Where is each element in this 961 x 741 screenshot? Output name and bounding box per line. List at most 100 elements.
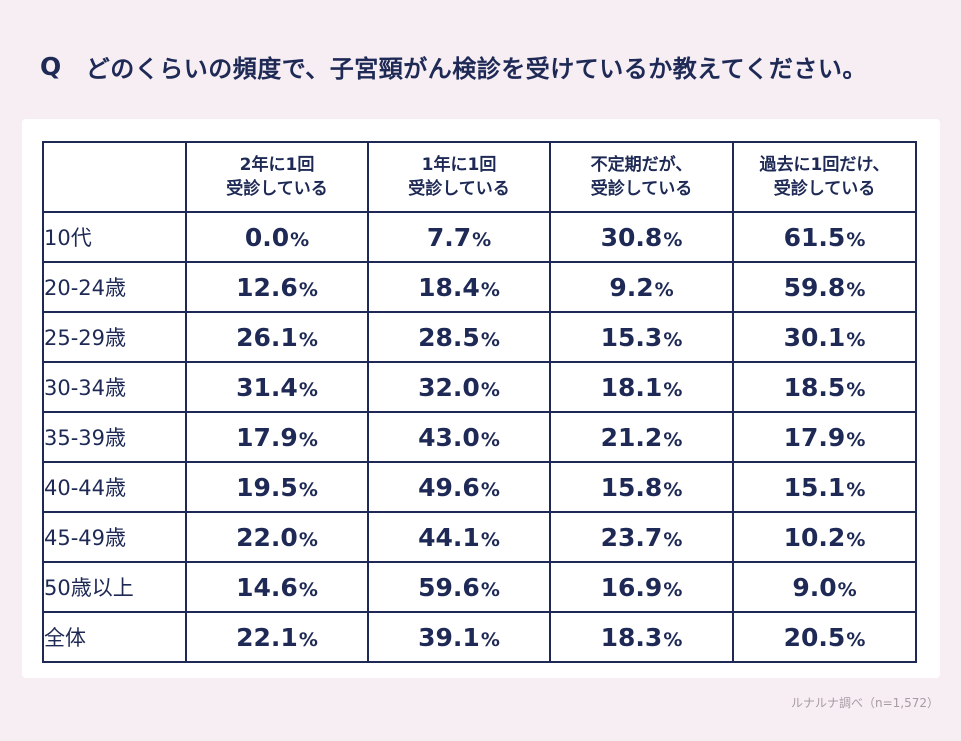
value-cell: 17.9% bbox=[185, 411, 369, 463]
value-cell: 30.8% bbox=[549, 211, 734, 263]
value-cell: 61.5% bbox=[732, 211, 917, 263]
value-number: 59.8 bbox=[783, 272, 846, 302]
table-row: 全体 22.1% 39.1% 18.3% 20.5% bbox=[42, 611, 917, 663]
percent-unit: % bbox=[480, 428, 500, 451]
value-number: 15.1 bbox=[783, 472, 846, 502]
row-label: 45-49歳 bbox=[42, 511, 187, 563]
table-row: 45-49歳 22.0% 44.1% 23.7% 10.2% bbox=[42, 511, 917, 563]
percent-unit: % bbox=[837, 578, 857, 601]
value-cell: 20.5% bbox=[732, 611, 917, 663]
percent-unit: % bbox=[480, 528, 500, 551]
value-number: 49.6 bbox=[418, 472, 480, 502]
row-label: 25-29歳 bbox=[42, 311, 187, 363]
value-number: 9.0 bbox=[792, 572, 837, 602]
value-number: 44.1 bbox=[418, 522, 480, 552]
percent-unit: % bbox=[663, 478, 683, 501]
percent-unit: % bbox=[298, 378, 318, 401]
table-row: 25-29歳 26.1% 28.5% 15.3% 30.1% bbox=[42, 311, 917, 363]
row-label: 50歳以上 bbox=[42, 561, 187, 613]
percent-unit: % bbox=[480, 578, 500, 601]
row-label: 35-39歳 bbox=[42, 411, 187, 463]
percent-unit: % bbox=[290, 228, 310, 251]
percent-unit: % bbox=[654, 278, 674, 301]
column-header-line2: 受診している bbox=[773, 179, 876, 199]
percent-unit: % bbox=[663, 578, 683, 601]
question-text: どのくらいの頻度で、子宮頸がん検診を受けているか教えてください。 bbox=[85, 54, 867, 83]
row-label: 全体 bbox=[42, 611, 187, 663]
value-number: 7.7 bbox=[426, 222, 472, 252]
column-header-line2: 受診している bbox=[408, 179, 510, 199]
percent-unit: % bbox=[846, 528, 866, 551]
value-number: 23.7 bbox=[600, 522, 663, 552]
percent-unit: % bbox=[480, 378, 500, 401]
value-cell: 14.6% bbox=[185, 561, 369, 613]
value-number: 19.5 bbox=[236, 472, 298, 502]
percent-unit: % bbox=[298, 528, 318, 551]
value-cell: 9.2% bbox=[549, 261, 734, 313]
value-cell: 10.2% bbox=[732, 511, 917, 563]
value-number: 15.3 bbox=[600, 322, 663, 352]
source-note: ルナルナ調べ（n=1,572） bbox=[790, 696, 939, 710]
value-number: 18.1 bbox=[600, 372, 663, 402]
value-cell: 12.6% bbox=[185, 261, 369, 313]
column-header-line1: 1年に1回 bbox=[421, 155, 497, 175]
percent-unit: % bbox=[846, 428, 866, 451]
value-number: 16.9 bbox=[600, 572, 663, 602]
value-cell: 18.5% bbox=[732, 361, 917, 413]
value-cell: 15.1% bbox=[732, 461, 917, 513]
value-cell: 0.0% bbox=[185, 211, 369, 263]
table-row: 30-34歳 31.4% 32.0% 18.1% 18.5% bbox=[42, 361, 917, 413]
value-number: 17.9 bbox=[783, 422, 846, 452]
percent-unit: % bbox=[846, 378, 866, 401]
value-number: 32.0 bbox=[418, 372, 480, 402]
value-cell: 19.5% bbox=[185, 461, 369, 513]
value-cell: 18.1% bbox=[549, 361, 734, 413]
percent-unit: % bbox=[663, 228, 683, 251]
value-cell: 30.1% bbox=[732, 311, 917, 363]
value-cell: 18.4% bbox=[367, 261, 551, 313]
percent-unit: % bbox=[663, 378, 683, 401]
table-row: 20-24歳 12.6% 18.4% 9.2% 59.8% bbox=[42, 261, 917, 313]
percent-unit: % bbox=[846, 328, 866, 351]
value-number: 61.5 bbox=[783, 222, 846, 252]
percent-unit: % bbox=[298, 578, 318, 601]
value-cell: 49.6% bbox=[367, 461, 551, 513]
value-number: 30.8 bbox=[600, 222, 663, 252]
row-label: 40-44歳 bbox=[42, 461, 187, 513]
table-row: 40-44歳 19.5% 49.6% 15.8% 15.1% bbox=[42, 461, 917, 513]
value-cell: 39.1% bbox=[367, 611, 551, 663]
column-header-line1: 過去に1回だけ、 bbox=[759, 155, 890, 175]
value-number: 26.1 bbox=[236, 322, 298, 352]
column-header-line1: 2年に1回 bbox=[239, 155, 315, 175]
value-number: 30.1 bbox=[783, 322, 846, 352]
value-number: 18.5 bbox=[783, 372, 846, 402]
percent-unit: % bbox=[298, 278, 318, 301]
results-table: 2年に1回 受診している 1年に1回 受診している 不定期だが、 受診している … bbox=[42, 141, 917, 663]
value-number: 28.5 bbox=[418, 322, 480, 352]
value-cell: 9.0% bbox=[732, 561, 917, 613]
value-number: 39.1 bbox=[418, 622, 480, 652]
value-cell: 15.8% bbox=[549, 461, 734, 513]
column-header: 過去に1回だけ、 受診している bbox=[732, 141, 917, 213]
column-header: 不定期だが、 受診している bbox=[549, 141, 734, 213]
value-cell: 18.3% bbox=[549, 611, 734, 663]
percent-unit: % bbox=[298, 628, 318, 651]
value-number: 14.6 bbox=[236, 572, 298, 602]
value-number: 18.3 bbox=[600, 622, 663, 652]
percent-unit: % bbox=[480, 478, 500, 501]
value-number: 15.8 bbox=[600, 472, 663, 502]
table-row: 35-39歳 17.9% 43.0% 21.2% 17.9% bbox=[42, 411, 917, 463]
row-label: 10代 bbox=[42, 211, 187, 263]
value-number: 31.4 bbox=[236, 372, 298, 402]
value-cell: 59.8% bbox=[732, 261, 917, 313]
value-cell: 32.0% bbox=[367, 361, 551, 413]
value-cell: 31.4% bbox=[185, 361, 369, 413]
value-number: 9.2 bbox=[609, 272, 654, 302]
value-number: 22.1 bbox=[236, 622, 298, 652]
value-number: 17.9 bbox=[236, 422, 298, 452]
value-cell: 44.1% bbox=[367, 511, 551, 563]
value-number: 10.2 bbox=[783, 522, 846, 552]
value-number: 12.6 bbox=[236, 272, 298, 302]
value-cell: 59.6% bbox=[367, 561, 551, 613]
value-cell: 22.1% bbox=[185, 611, 369, 663]
